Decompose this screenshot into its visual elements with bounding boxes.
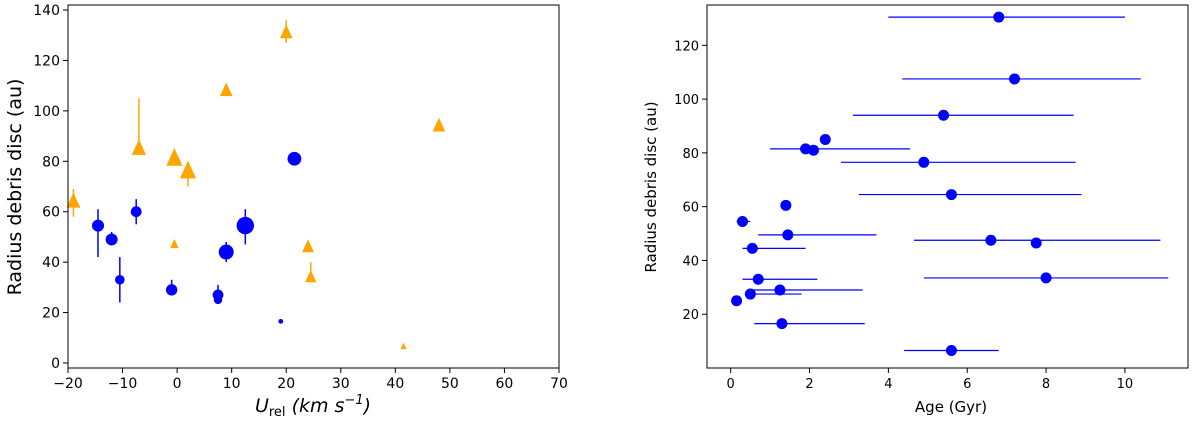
circle-marker — [278, 318, 284, 324]
age-marker — [776, 318, 788, 330]
left-y-tick-label: 0 — [51, 356, 60, 372]
x-label-symbol: U — [255, 395, 269, 417]
right-x-tick-label: 2 — [805, 377, 813, 392]
left-x-tick-label: −10 — [108, 376, 138, 392]
age-marker — [918, 156, 930, 168]
right-y-tick-label: 120 — [674, 39, 699, 54]
left-errorbars — [72, 20, 312, 303]
right-x-tick-label: 6 — [963, 377, 971, 392]
right-x-tick-label: 10 — [1117, 377, 1134, 392]
age-marker — [731, 295, 743, 307]
left-x-tick-label: 10 — [223, 376, 241, 392]
age-marker — [985, 234, 997, 246]
triangle-marker — [305, 269, 317, 283]
right-scatter-panel: 0 2 4 6 8 10 20 40 60 80 100 120 Radius debris dis… — [642, 4, 1189, 416]
age-marker — [1040, 272, 1052, 284]
left-x-tick-label: 50 — [441, 376, 459, 392]
circle-marker — [115, 274, 125, 285]
circle-marker — [236, 216, 255, 235]
triangle-marker — [179, 160, 197, 179]
right-y-tick-label: 60 — [682, 201, 699, 216]
left-y-tick-label: 20 — [42, 306, 60, 322]
triangle-marker — [302, 239, 315, 253]
age-marker — [945, 189, 957, 201]
left-x-tick-label: 30 — [332, 376, 350, 392]
circle-marker — [218, 244, 234, 260]
x-label-units: (km s — [292, 395, 345, 417]
right-y-tick-label: 40 — [682, 254, 699, 269]
left-y-ticks: 0 20 40 60 80 100 120 140 — [33, 3, 68, 372]
circle-marker — [165, 284, 178, 296]
right-x-ticks: 0 2 4 6 8 10 — [727, 368, 1134, 392]
age-marker — [746, 242, 758, 254]
triangle-marker — [166, 148, 183, 166]
left-x-tick-label: 70 — [550, 376, 568, 392]
right-y-tick-label: 100 — [674, 93, 699, 108]
right-x-tick-label: 0 — [727, 377, 735, 392]
age-marker — [736, 215, 748, 227]
circle-marker — [130, 206, 142, 218]
x-label-close: ) — [362, 395, 371, 417]
circle-marker — [213, 295, 223, 305]
age-marker — [782, 229, 794, 241]
age-marker — [780, 199, 792, 211]
left-x-tick-label: 20 — [277, 376, 295, 392]
left-x-tick-label: 60 — [496, 376, 514, 392]
left-y-tick-label: 140 — [33, 3, 60, 19]
left-markers — [66, 24, 446, 350]
left-x-ticks: −20 −10 0 10 20 30 40 50 60 70 — [53, 368, 568, 392]
age-marker — [1009, 73, 1021, 85]
right-y-tick-label: 20 — [682, 308, 699, 323]
right-x-tick-label: 4 — [884, 377, 892, 392]
triangle-marker — [432, 117, 446, 132]
right-errorbars — [736, 16, 1169, 352]
left-y-tick-label: 40 — [42, 255, 60, 271]
left-x-tick-label: 0 — [173, 376, 182, 392]
triangle-marker — [66, 192, 81, 208]
left-axes-frame — [67, 4, 560, 369]
right-x-axis-label: Age (Gyr) — [915, 398, 987, 416]
circle-marker — [105, 233, 118, 246]
right-y-ticks: 20 40 60 80 100 120 — [674, 39, 707, 323]
age-marker — [807, 144, 819, 156]
circle-marker — [287, 151, 302, 166]
triangle-marker — [400, 342, 407, 350]
right-markers — [731, 11, 1052, 357]
triangle-marker — [279, 24, 293, 39]
x-label-exponent: −1 — [344, 393, 363, 408]
age-marker — [938, 109, 950, 121]
age-marker — [774, 284, 786, 296]
age-marker — [1030, 237, 1042, 249]
right-axes-frame — [706, 4, 1189, 369]
triangle-marker — [170, 239, 179, 249]
age-marker — [945, 345, 957, 357]
age-marker — [752, 273, 764, 285]
triangle-marker — [219, 82, 233, 97]
left-y-tick-label: 120 — [33, 53, 60, 69]
triangle-marker — [131, 139, 147, 155]
circle-marker — [92, 219, 105, 232]
left-scatter-panel: −20 −10 0 10 20 30 40 50 60 70 0 20 40 60 80 100 120 140… — [4, 3, 568, 420]
left-x-axis-label: Urel (km s−1) — [255, 393, 371, 420]
age-marker — [744, 288, 756, 300]
left-x-tick-label: −20 — [53, 376, 83, 392]
left-y-tick-label: 60 — [42, 205, 60, 221]
right-y-tick-label: 80 — [682, 147, 699, 162]
x-label-subscript: rel — [269, 405, 286, 420]
left-y-axis-label: Radius debris disc (au) — [4, 79, 26, 296]
left-x-tick-label: 40 — [386, 376, 404, 392]
age-marker — [993, 11, 1005, 23]
left-y-tick-label: 100 — [33, 104, 60, 120]
left-y-tick-label: 80 — [42, 154, 60, 170]
right-y-axis-label: Radius debris disc (au) — [642, 101, 660, 272]
right-x-tick-label: 8 — [1042, 377, 1050, 392]
age-marker — [819, 133, 831, 145]
